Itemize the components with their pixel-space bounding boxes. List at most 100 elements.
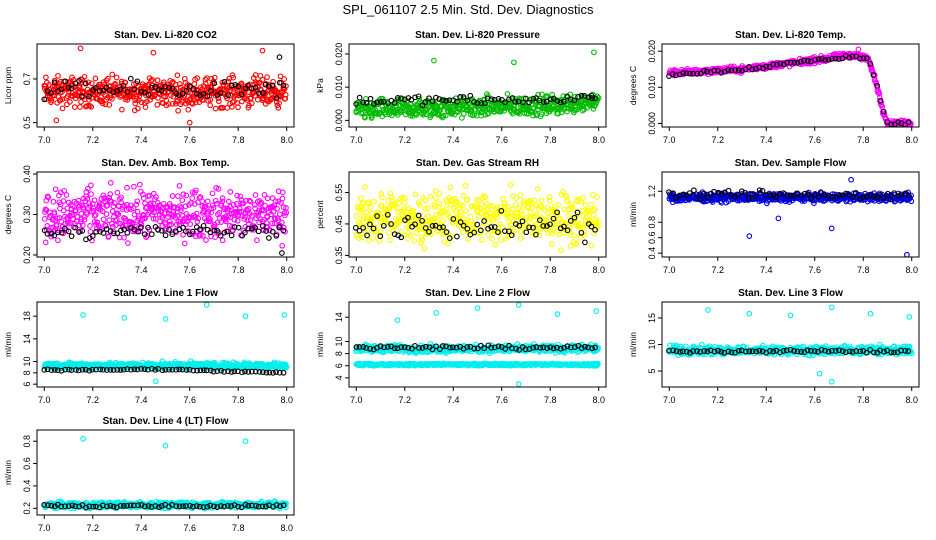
data-point [691,187,697,194]
data-point [41,96,48,103]
data-point [801,190,808,197]
data-point [575,93,581,100]
data-point [174,213,181,219]
data-point [406,223,413,230]
data-point [574,209,581,216]
data-point [88,191,94,197]
data-point [194,75,201,81]
y-tick-label: 0.40 [22,165,32,183]
data-point [280,369,287,376]
plot-frame [36,301,295,388]
data-points [352,181,601,254]
x-tick-label: 7.0 [663,265,676,275]
x-tick-label: 7.2 [399,135,412,145]
x-tick-label: 7.4 [135,395,148,405]
data-point [192,213,199,220]
data-point [718,69,725,76]
data-point [248,213,255,219]
data-point [513,195,520,201]
data-point [519,99,526,106]
data-point [699,189,706,195]
data-point [114,88,121,94]
panel-ambbox: Stan. Dev. Amb. Box Temp.7.0 7.2 7.4 7.6 7.8… [3,158,295,275]
data-point [377,233,384,240]
data-point [127,75,134,82]
data-point [270,78,276,85]
data-point [154,101,161,108]
data-point [186,366,193,373]
data-point [506,228,512,235]
data-point [580,224,587,230]
data-point [54,229,61,236]
data-point [488,224,495,230]
data-point [152,215,159,222]
x-tick-label: 7.8 [857,135,870,145]
data-point [152,83,159,90]
y-tick-label: 0.000 [647,112,657,135]
data-point [100,192,107,199]
data-point [107,191,114,197]
data-point [367,95,374,102]
data-point [187,83,193,89]
data-point [505,203,511,210]
x-tick-label: 8.0 [905,135,918,145]
data-point [141,212,147,219]
x-tick-label: 7.6 [808,265,821,275]
y-tick-label: 0.35 [334,247,344,265]
y-tick-label: 1.2 [647,185,657,198]
data-point [111,200,118,206]
data-point [176,366,183,373]
data-point [203,237,209,243]
data-point [158,87,165,94]
data-point [207,216,213,222]
data-point [711,67,718,74]
data-point [481,100,488,106]
data-point [589,95,595,101]
data-point [530,95,537,102]
data-point [114,216,120,223]
data-point [72,208,79,214]
data-point [273,232,280,239]
outlier-point [80,312,86,318]
data-point [59,105,66,112]
data-point [88,80,95,87]
data-point [245,225,252,232]
data-point [110,203,117,210]
data-point [204,93,211,99]
data-point [207,218,213,225]
x-tick-label: 7.8 [232,135,245,145]
data-point [138,366,144,372]
data-point [389,194,395,201]
panel-title: Stan. Dev. Amb. Box Temp. [101,158,229,169]
data-point [234,192,240,199]
y-axis-label: degrees C [628,66,638,105]
data-point [510,101,517,108]
data-point [436,107,443,114]
data-point [276,79,283,86]
data-point [85,185,91,192]
data-point [171,204,178,210]
data-point [178,207,184,214]
data-point [591,230,597,237]
data-point [207,96,214,103]
data-point [392,201,398,207]
data-point [223,218,229,225]
data-point [819,56,825,62]
data-point [273,369,279,375]
data-point [121,234,127,241]
data-point [259,223,266,229]
data-point [260,369,266,375]
data-point [92,212,99,218]
data-point [76,83,83,89]
data-point [194,218,201,225]
data-point [545,214,552,220]
panel-rh: Stan. Dev. Gas Stream RH7.0 7.2 7.4 7.6 7.8 8… [315,158,607,275]
data-point [581,229,588,236]
data-point [79,366,86,373]
data-point [370,225,377,232]
data-point [591,206,598,213]
data-point [61,187,67,194]
data-point [357,208,364,214]
data-point [124,229,131,236]
x-tick-label: 7.0 [38,135,51,145]
